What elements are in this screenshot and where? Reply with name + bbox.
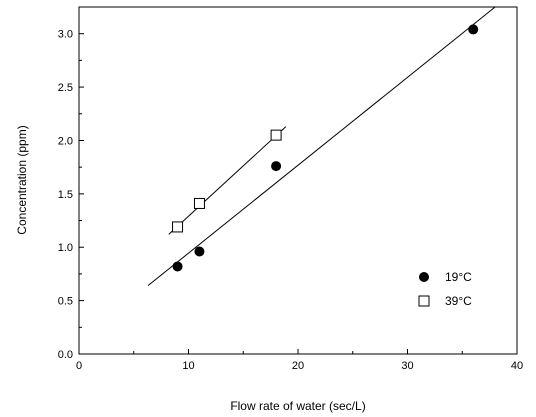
legend-marker-39c (418, 295, 430, 307)
data-points (172, 24, 479, 272)
data-point-series-1 (193, 197, 205, 209)
x-tick-label: 20 (292, 360, 304, 372)
y-tick-label: 0.0 (58, 349, 73, 361)
x-tick-label: 10 (182, 360, 194, 372)
y-tick-label: 1.5 (58, 189, 73, 201)
data-point-series-0 (468, 24, 479, 35)
y-tick-label: 3.0 (58, 29, 73, 41)
x-axis-ticks: 0 10 20 30 40 (76, 349, 523, 372)
fit-line-series-1 (168, 126, 287, 235)
x-axis-label: Flow rate of water (sec/L) (230, 399, 365, 413)
x-tick-label: 40 (511, 360, 523, 372)
fit-line-series-0 (147, 6, 496, 287)
y-axis-label: Concentration (ppm) (15, 125, 29, 234)
data-point-series-0 (194, 246, 205, 257)
y-tick-label: 1.0 (58, 242, 73, 254)
y-tick-label: 0.5 (58, 296, 73, 308)
fit-lines (147, 6, 496, 287)
data-point-series-1 (270, 129, 282, 141)
y-tick-label: 2.5 (58, 82, 73, 94)
data-point-series-0 (271, 161, 282, 172)
data-point-series-1 (172, 221, 184, 233)
x-tick-label: 0 (76, 360, 82, 372)
legend: 19°C 39°C (418, 270, 472, 308)
y-tick-label: 2.0 (58, 135, 73, 147)
data-point-series-0 (172, 261, 183, 272)
legend-label-39c: 39°C (445, 294, 472, 308)
legend-marker-19c (419, 272, 429, 282)
legend-label-19c: 19°C (445, 270, 472, 284)
x-tick-label: 30 (401, 360, 413, 372)
y-axis-ticks: 0.0 0.5 1.0 1.5 2.0 2.5 3.0 (58, 29, 84, 361)
